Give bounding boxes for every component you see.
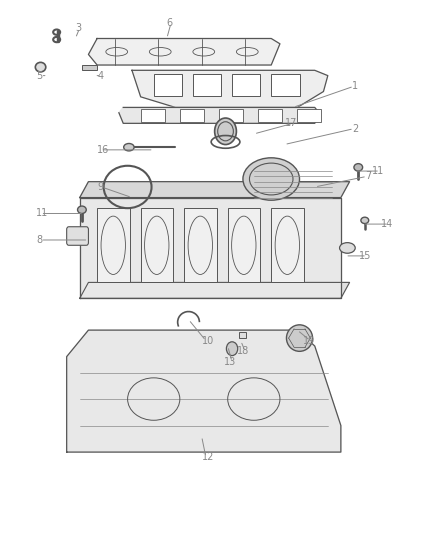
Bar <box>232 74 260 96</box>
Text: 15: 15 <box>359 251 371 261</box>
Ellipse shape <box>35 62 46 72</box>
Bar <box>239 332 247 338</box>
Text: 13: 13 <box>224 357 237 367</box>
Ellipse shape <box>78 206 86 214</box>
Ellipse shape <box>339 243 355 253</box>
Ellipse shape <box>215 118 237 144</box>
Ellipse shape <box>243 158 300 200</box>
Text: 9: 9 <box>97 182 103 192</box>
Ellipse shape <box>124 143 134 151</box>
Text: 4: 4 <box>97 70 103 80</box>
Bar <box>271 74 300 96</box>
Text: 19: 19 <box>303 336 315 346</box>
Text: 10: 10 <box>201 336 214 346</box>
Polygon shape <box>132 70 328 108</box>
Text: 14: 14 <box>381 219 393 229</box>
Text: 7: 7 <box>365 172 371 181</box>
Text: 18: 18 <box>237 346 250 357</box>
Bar <box>193 74 221 96</box>
Bar <box>297 109 321 122</box>
Text: 17: 17 <box>285 118 297 128</box>
Text: 8: 8 <box>36 235 42 245</box>
Bar <box>82 65 97 70</box>
Bar <box>228 208 260 282</box>
Bar <box>141 208 173 282</box>
FancyBboxPatch shape <box>67 227 88 245</box>
Polygon shape <box>119 108 319 123</box>
Text: 11: 11 <box>36 208 49 219</box>
Ellipse shape <box>286 325 313 351</box>
Polygon shape <box>80 282 350 298</box>
Bar <box>184 208 217 282</box>
Text: 16: 16 <box>97 145 110 155</box>
Polygon shape <box>67 330 341 452</box>
Text: 3: 3 <box>75 23 81 33</box>
Text: 12: 12 <box>201 453 214 463</box>
Ellipse shape <box>361 217 369 223</box>
Bar <box>141 109 165 122</box>
Text: 5: 5 <box>36 70 42 80</box>
Polygon shape <box>88 38 280 65</box>
Text: 2: 2 <box>352 124 358 134</box>
Bar <box>219 109 243 122</box>
Polygon shape <box>80 182 350 198</box>
Bar <box>258 109 282 122</box>
Text: 11: 11 <box>372 166 385 176</box>
Text: 1: 1 <box>352 81 358 91</box>
Text: 6: 6 <box>167 18 173 28</box>
Polygon shape <box>80 198 341 298</box>
Ellipse shape <box>354 164 363 171</box>
Bar <box>97 208 130 282</box>
Bar <box>154 74 182 96</box>
Bar <box>180 109 204 122</box>
Bar <box>271 208 304 282</box>
Ellipse shape <box>226 342 238 356</box>
